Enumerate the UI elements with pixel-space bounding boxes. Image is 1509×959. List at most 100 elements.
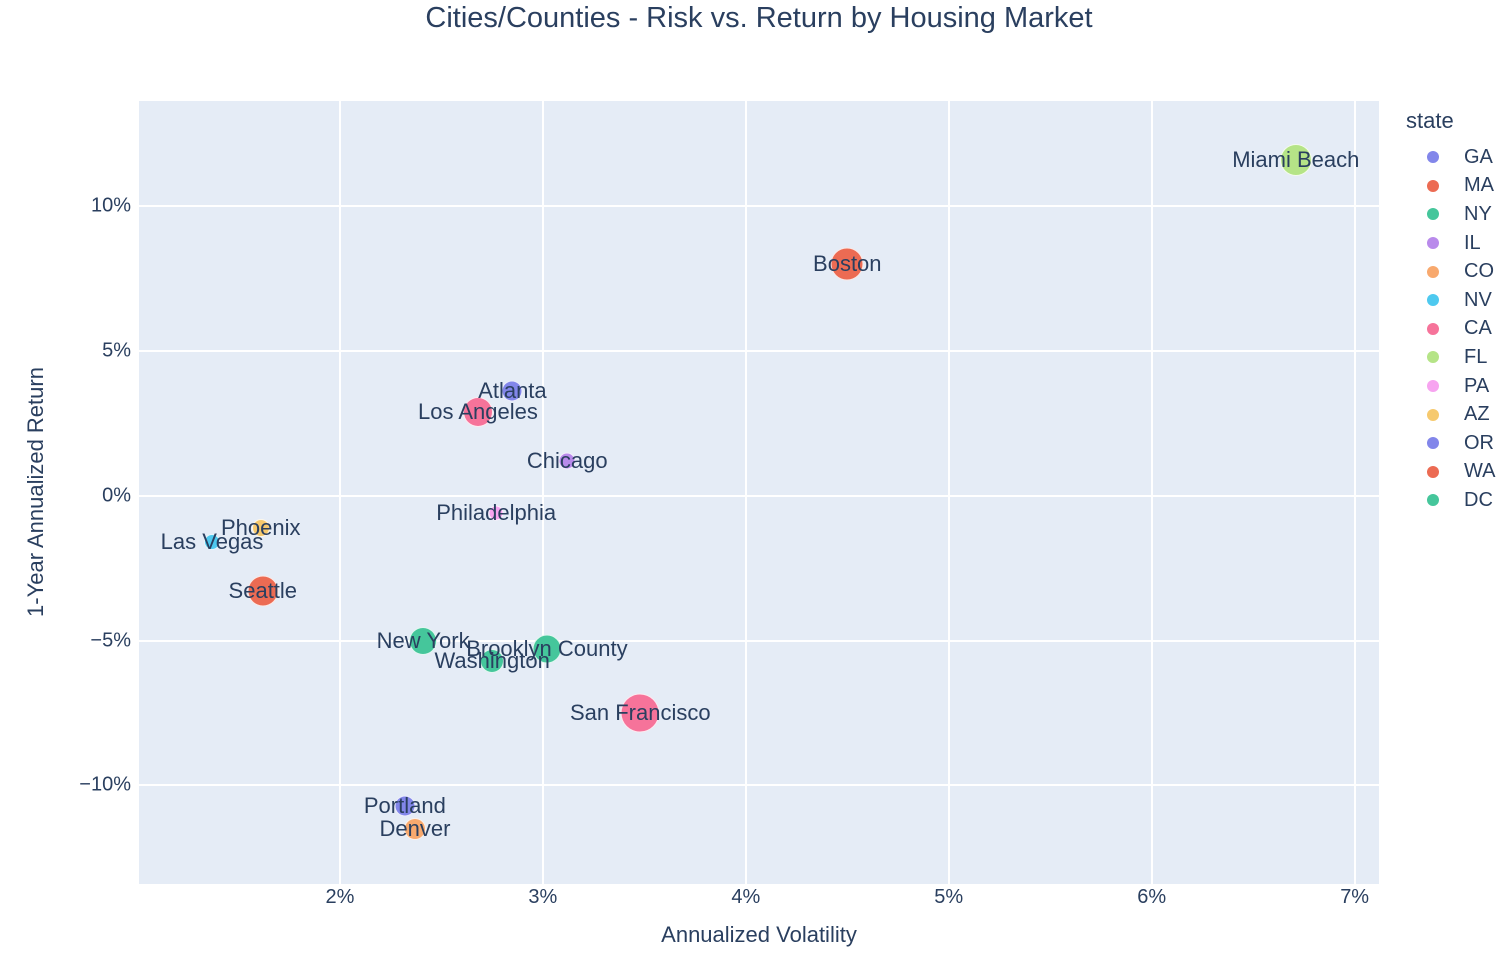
legend-item[interactable]: CA xyxy=(1406,315,1506,344)
legend-item-label: CA xyxy=(1464,317,1492,340)
legend-color-dot xyxy=(1427,208,1439,221)
legend-item[interactable]: PA xyxy=(1406,372,1506,401)
data-point-label: San Francisco xyxy=(569,700,711,726)
x-gridline xyxy=(947,101,950,884)
data-point-bubble[interactable] xyxy=(501,380,523,402)
legend-item[interactable]: NY xyxy=(1406,200,1506,229)
legend-item-label: NV xyxy=(1464,288,1492,311)
data-point-bubble[interactable] xyxy=(488,505,504,521)
x-gridline xyxy=(744,101,747,884)
data-point-label: Atlanta xyxy=(478,378,547,404)
data-point-bubble[interactable] xyxy=(404,817,426,840)
y-gridline xyxy=(139,784,1379,787)
legend-item[interactable]: OR xyxy=(1406,429,1506,458)
data-point-bubble[interactable] xyxy=(394,795,416,817)
y-tick-label: −5% xyxy=(90,629,131,652)
x-gridline xyxy=(338,101,341,884)
legend-item-label: AZ xyxy=(1464,403,1490,426)
data-point-label: Las Vegas xyxy=(160,529,264,555)
x-gridline xyxy=(541,101,544,884)
y-axis-title: 1-Year Annualized Return xyxy=(23,367,48,617)
legend-item-label: IL xyxy=(1464,231,1481,254)
legend-item[interactable]: MA xyxy=(1406,172,1506,201)
x-tick-label: 7% xyxy=(1340,886,1370,908)
legend-item-label: OR xyxy=(1464,431,1494,454)
x-axis-title: Annualized Volatility xyxy=(661,922,857,947)
data-point-label: New York xyxy=(376,627,470,653)
plot-area[interactable]: Miami Beach Boston Atlanta Los Angeles Chica… xyxy=(139,101,1379,884)
legend-item[interactable]: AZ xyxy=(1406,400,1506,429)
legend-color-dot xyxy=(1427,294,1439,307)
legend-item-label: GA xyxy=(1464,145,1493,168)
data-point-bubble[interactable] xyxy=(558,452,576,470)
legend-item-label: FL xyxy=(1464,345,1488,368)
point-labels-layer: Miami Beach Boston Atlanta Los Angeles Chica… xyxy=(139,101,1379,884)
chart-title: Cities/Counties - Risk vs. Return by Hou… xyxy=(425,2,1093,34)
data-point-label: Philadelphia xyxy=(436,500,557,526)
y-gridline xyxy=(139,494,1379,497)
data-point-bubble[interactable] xyxy=(532,634,562,664)
x-tick-label: 6% xyxy=(1137,886,1167,908)
data-point-bubble[interactable] xyxy=(204,534,221,551)
x-gridline xyxy=(1353,101,1356,884)
legend-item-label: WA xyxy=(1464,460,1496,483)
y-tick-label: 5% xyxy=(102,339,131,362)
legend-item-label: DC xyxy=(1464,488,1493,511)
y-axis-ticks: −10% −5% 0% 5% 10% xyxy=(0,101,131,884)
legend-item-label: CO xyxy=(1464,260,1494,283)
legend-item[interactable]: FL xyxy=(1406,343,1506,372)
legend-color-dot xyxy=(1427,380,1439,393)
data-point-bubble[interactable] xyxy=(480,648,505,673)
data-point-bubble[interactable] xyxy=(462,396,493,427)
x-tick-label: 2% xyxy=(325,886,355,908)
data-point-label: Washington xyxy=(434,647,550,673)
legend-color-dot xyxy=(1427,151,1439,164)
legend-item[interactable]: DC xyxy=(1406,486,1506,515)
legend-color-dot xyxy=(1427,437,1439,450)
data-point-label: Denver xyxy=(379,815,451,841)
data-point-label: Portland xyxy=(363,792,446,818)
data-point-bubble[interactable] xyxy=(251,518,270,537)
legend-item[interactable]: CO xyxy=(1406,257,1506,286)
legend-color-dot xyxy=(1427,179,1439,192)
data-point-bubble[interactable] xyxy=(620,693,660,733)
y-tick-label: 10% xyxy=(90,194,131,217)
y-tick-label: −10% xyxy=(79,773,131,796)
data-point-label: Seattle xyxy=(228,578,298,604)
legend-item[interactable]: NV xyxy=(1406,286,1506,315)
legend-item[interactable]: GA xyxy=(1406,143,1506,172)
data-point-bubble[interactable] xyxy=(1279,143,1312,176)
data-point-label: Chicago xyxy=(526,447,608,473)
data-point-bubble[interactable] xyxy=(409,626,438,655)
data-point-label: Brooklyn County xyxy=(466,636,628,662)
legend-item[interactable]: IL xyxy=(1406,229,1506,258)
legend-title: state xyxy=(1406,108,1454,133)
legend-color-dot xyxy=(1427,494,1439,507)
legend-items: GA MA NY IL CO NV CA FL PA AZ OR WA DC xyxy=(1406,143,1506,515)
legend-item-label: NY xyxy=(1464,202,1492,225)
legend-color-dot xyxy=(1427,265,1439,278)
x-axis-ticks: 2% 3% 4% 5% 6% 7% xyxy=(139,886,1379,912)
y-gridline xyxy=(139,349,1379,352)
legend: state GA MA NY IL CO NV CA FL PA AZ OR WA DC xyxy=(1406,108,1506,515)
data-point-bubble[interactable] xyxy=(247,575,279,607)
y-gridline xyxy=(139,204,1379,207)
legend-item[interactable]: WA xyxy=(1406,458,1506,487)
legend-color-dot xyxy=(1427,237,1439,250)
data-point-label: Miami Beach xyxy=(1232,146,1360,172)
legend-color-dot xyxy=(1427,408,1439,421)
x-tick-label: 5% xyxy=(934,886,964,908)
data-point-label: Los Angeles xyxy=(417,398,538,424)
legend-color-dot xyxy=(1427,322,1439,335)
points-layer xyxy=(139,101,1379,884)
data-point-label: Phoenix xyxy=(221,514,301,540)
y-tick-label: 0% xyxy=(102,484,131,507)
y-gridline xyxy=(139,639,1379,642)
legend-color-dot xyxy=(1427,465,1439,478)
legend-item-label: PA xyxy=(1464,374,1490,397)
x-tick-label: 3% xyxy=(528,886,558,908)
x-gridline xyxy=(1150,101,1153,884)
x-tick-label: 4% xyxy=(731,886,761,908)
data-point-bubble[interactable] xyxy=(830,247,864,281)
